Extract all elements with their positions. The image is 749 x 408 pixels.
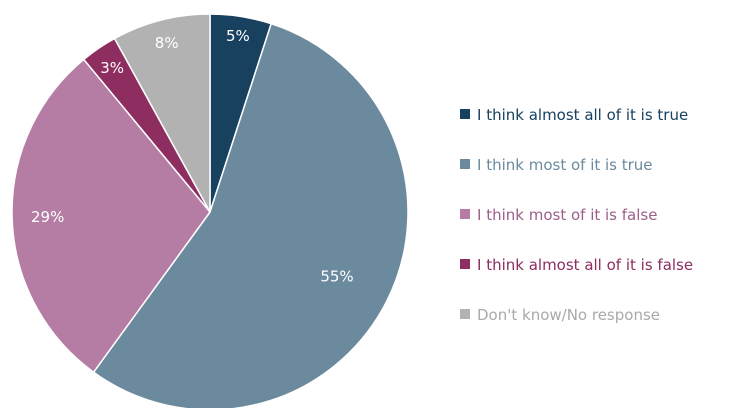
legend-swatch	[460, 309, 470, 319]
legend: I think almost all of it is true I think …	[460, 106, 693, 324]
legend-label: Don't know/No response	[477, 306, 660, 324]
legend-label: I think almost all of it is false	[477, 256, 693, 274]
legend-label: I think almost all of it is true	[477, 106, 688, 124]
legend-label: I think most of it is true	[477, 156, 653, 174]
pie-value-labels: 5% 55% 29% 3% 8%	[31, 27, 354, 286]
pie-slice	[92, 22, 409, 408]
legend-label: I think most of it is false	[477, 206, 657, 224]
legend-swatch	[460, 159, 470, 169]
legend-swatch	[460, 109, 470, 119]
slice-value-label: 29%	[31, 208, 64, 226]
legend-swatch	[460, 209, 470, 219]
pie-slices	[11, 13, 409, 408]
slice-value-label: 8%	[155, 34, 179, 52]
legend-swatch	[460, 259, 470, 269]
pie-slice	[113, 13, 211, 213]
slice-value-label: 55%	[320, 268, 353, 286]
slice-value-label: 5%	[226, 27, 250, 45]
slice-value-label: 3%	[100, 59, 124, 77]
pie-slice	[11, 58, 211, 374]
